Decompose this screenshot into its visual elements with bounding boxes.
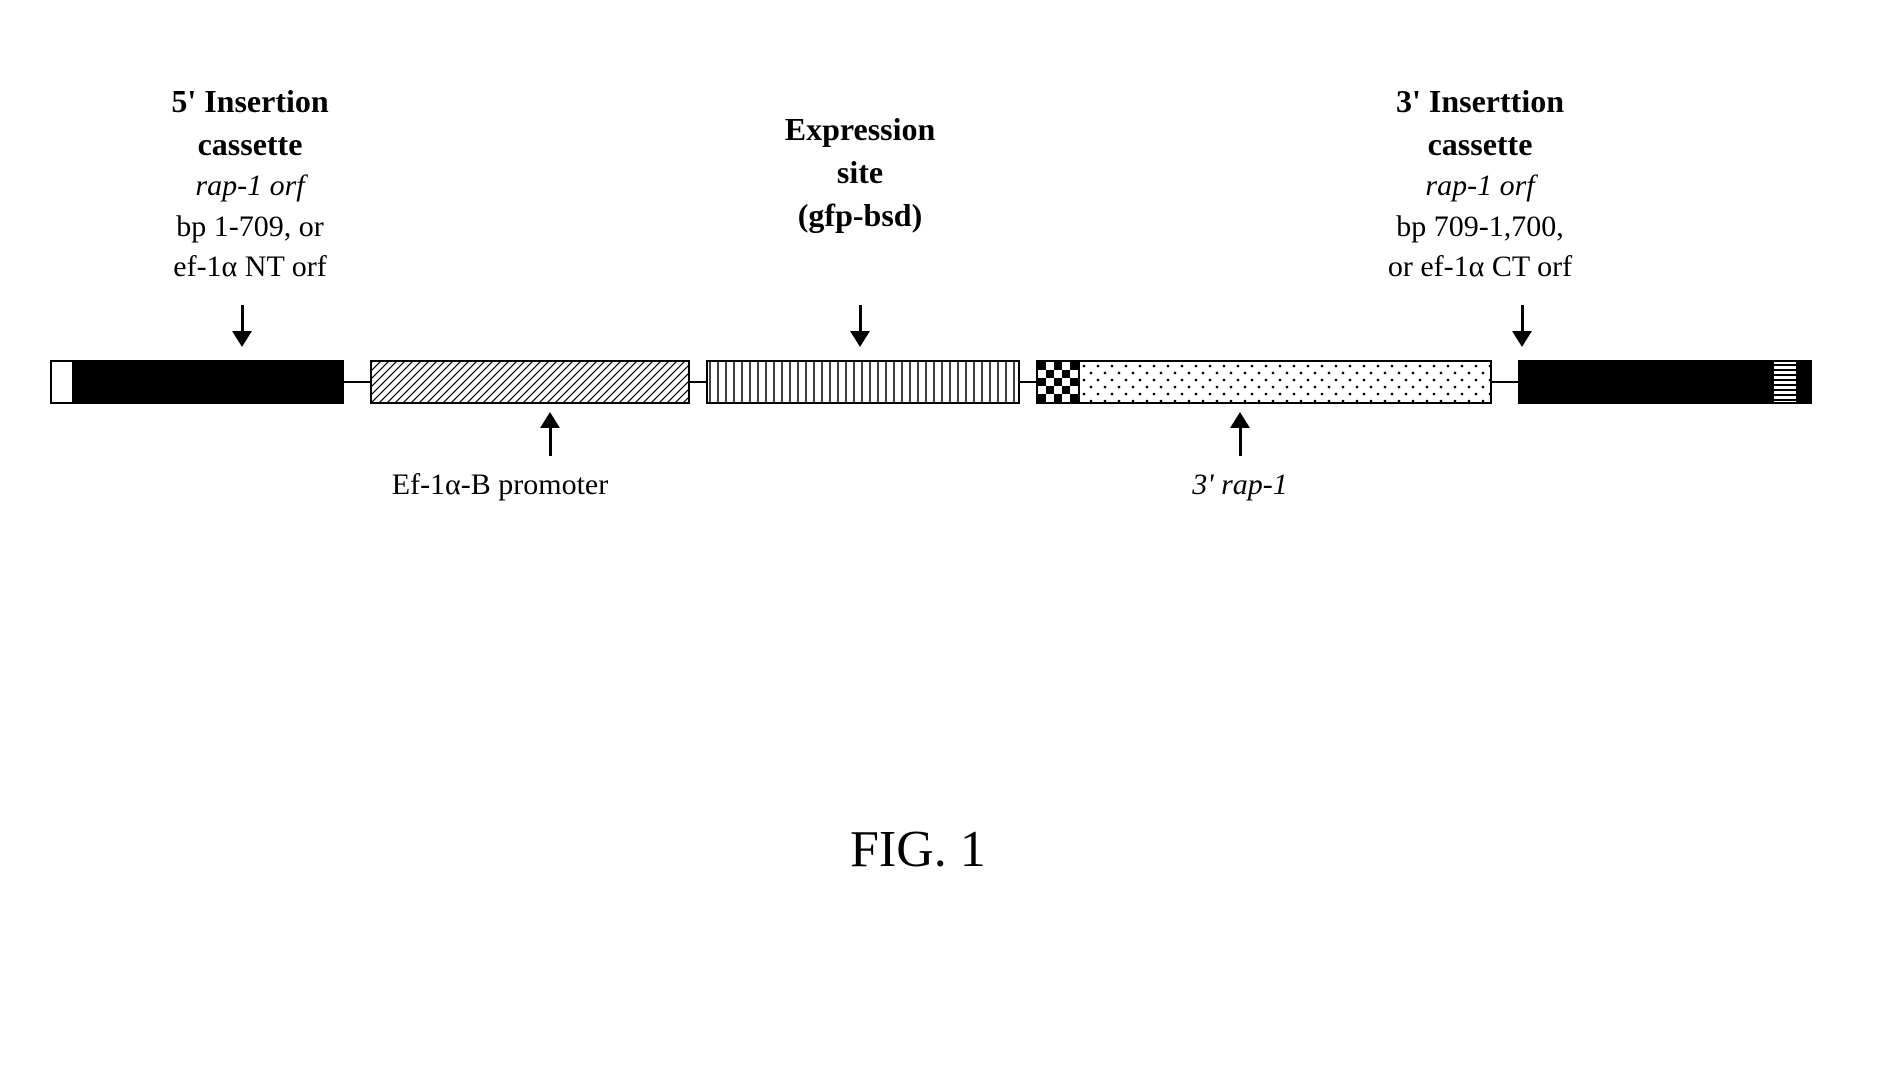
label-text: Expression [740,108,980,151]
segment-end-black [1796,360,1812,404]
segment-horiz [1772,360,1798,404]
label-text: 3' rap-1 [1160,465,1320,506]
segment-checker [1036,360,1080,404]
segment-promoter [370,360,690,404]
label-text: site [740,151,980,194]
figure-caption: FIG. 1 [850,820,986,879]
label-text: rap-1 orf [120,166,380,207]
label-text: bp 709-1,700, [1340,207,1620,248]
connector-line [1492,381,1518,383]
label-text: Ef-1α-B promoter [360,465,640,506]
segment-three-rap [1078,360,1492,404]
segment-expression-site [706,360,1020,404]
segment-three-prime-cassette [1518,360,1774,404]
five-prime-label: 5' Insertion cassette rap-1 orf bp 1-709… [120,80,380,288]
label-text: 3' Inserttion [1340,80,1620,123]
label-text: cassette [1340,123,1620,166]
segment-white [50,360,74,404]
label-text: rap-1 orf [1340,166,1620,207]
label-text: bp 1-709, or [120,207,380,248]
connector-line [1020,381,1036,383]
three-rap-label: 3' rap-1 [1160,465,1320,506]
expression-label: Expression site (gfp-bsd) [740,108,980,238]
connector-line [344,381,370,383]
three-prime-label: 3' Inserttion cassette rap-1 orf bp 709-… [1340,80,1620,288]
connector-line [690,381,706,383]
label-text: 5' Insertion [120,80,380,123]
label-text: cassette [120,123,380,166]
segment-five-prime-cassette [72,360,344,404]
label-text: or ef-1α CT orf [1340,247,1620,288]
label-text: ef-1α NT orf [120,247,380,288]
label-text: (gfp-bsd) [740,194,980,237]
promoter-label: Ef-1α-B promoter [360,465,640,506]
